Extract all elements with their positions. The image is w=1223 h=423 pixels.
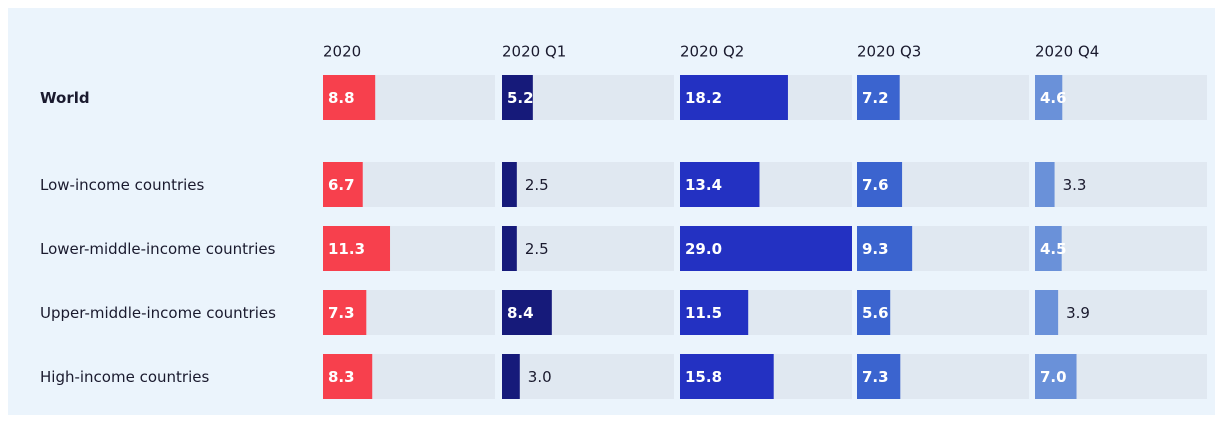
- track: [502, 162, 674, 207]
- bar: [680, 162, 760, 207]
- track: [502, 226, 674, 271]
- value-label: 13.4: [685, 176, 722, 194]
- bar: [323, 290, 367, 335]
- value-label: 11.5: [685, 304, 722, 322]
- row-label: High-income countries: [40, 368, 209, 386]
- bar: [1035, 354, 1077, 399]
- bar: [502, 354, 520, 399]
- value-label: 15.8: [685, 368, 722, 386]
- bar: [323, 354, 373, 399]
- bar: [1035, 226, 1062, 271]
- row-label: Upper-middle-income countries: [40, 304, 276, 322]
- bar: [857, 162, 903, 207]
- value-label: 18.2: [685, 89, 722, 107]
- value-label: 3.0: [528, 368, 552, 386]
- column-header: 2020 Q1: [502, 43, 566, 61]
- track: [1035, 226, 1207, 271]
- value-label: 4.5: [1040, 240, 1067, 258]
- bar: [857, 354, 901, 399]
- value-label: 5.6: [862, 304, 889, 322]
- value-label: 3.9: [1066, 304, 1090, 322]
- value-label: 7.2: [862, 89, 889, 107]
- value-label: 29.0: [685, 240, 722, 258]
- bar: [680, 75, 788, 120]
- bar: [857, 75, 900, 120]
- row-label: World: [40, 89, 90, 107]
- bar: [502, 75, 533, 120]
- bar: [857, 226, 913, 271]
- bar: [857, 290, 891, 335]
- track: [502, 354, 674, 399]
- column-header: 2020 Q2: [680, 43, 744, 61]
- column-header: 2020: [323, 43, 361, 61]
- value-label: 9.3: [862, 240, 889, 258]
- value-label: 8.8: [328, 89, 355, 107]
- value-label: 7.6: [862, 176, 889, 194]
- row-label: Low-income countries: [40, 176, 205, 194]
- bar: [680, 354, 774, 399]
- bar: [323, 162, 363, 207]
- track: [1035, 162, 1207, 207]
- value-label: 7.3: [862, 368, 889, 386]
- bar: [1035, 162, 1055, 207]
- value-label: 6.7: [328, 176, 355, 194]
- bar: [502, 290, 552, 335]
- value-label: 4.6: [1040, 89, 1067, 107]
- bar: [680, 290, 749, 335]
- value-label: 5.2: [507, 89, 534, 107]
- bar: [502, 226, 517, 271]
- value-label: 3.3: [1063, 176, 1087, 194]
- bar: [323, 226, 391, 271]
- value-label: 2.5: [525, 176, 549, 194]
- value-label: 11.3: [328, 240, 365, 258]
- value-label: 7.3: [328, 304, 355, 322]
- value-label: 8.3: [328, 368, 355, 386]
- value-label: 8.4: [507, 304, 534, 322]
- bar: [1035, 75, 1063, 120]
- bar: [323, 75, 376, 120]
- value-label: 7.0: [1040, 368, 1067, 386]
- value-label: 2.5: [525, 240, 549, 258]
- track: [1035, 290, 1207, 335]
- track: [1035, 75, 1207, 120]
- bar: [502, 162, 517, 207]
- bar: [1035, 290, 1059, 335]
- column-header: 2020 Q3: [857, 43, 921, 61]
- panel: [8, 8, 1215, 415]
- bar: [680, 226, 852, 271]
- column-header: 2020 Q4: [1035, 43, 1099, 61]
- row-label: Lower-middle-income countries: [40, 240, 276, 258]
